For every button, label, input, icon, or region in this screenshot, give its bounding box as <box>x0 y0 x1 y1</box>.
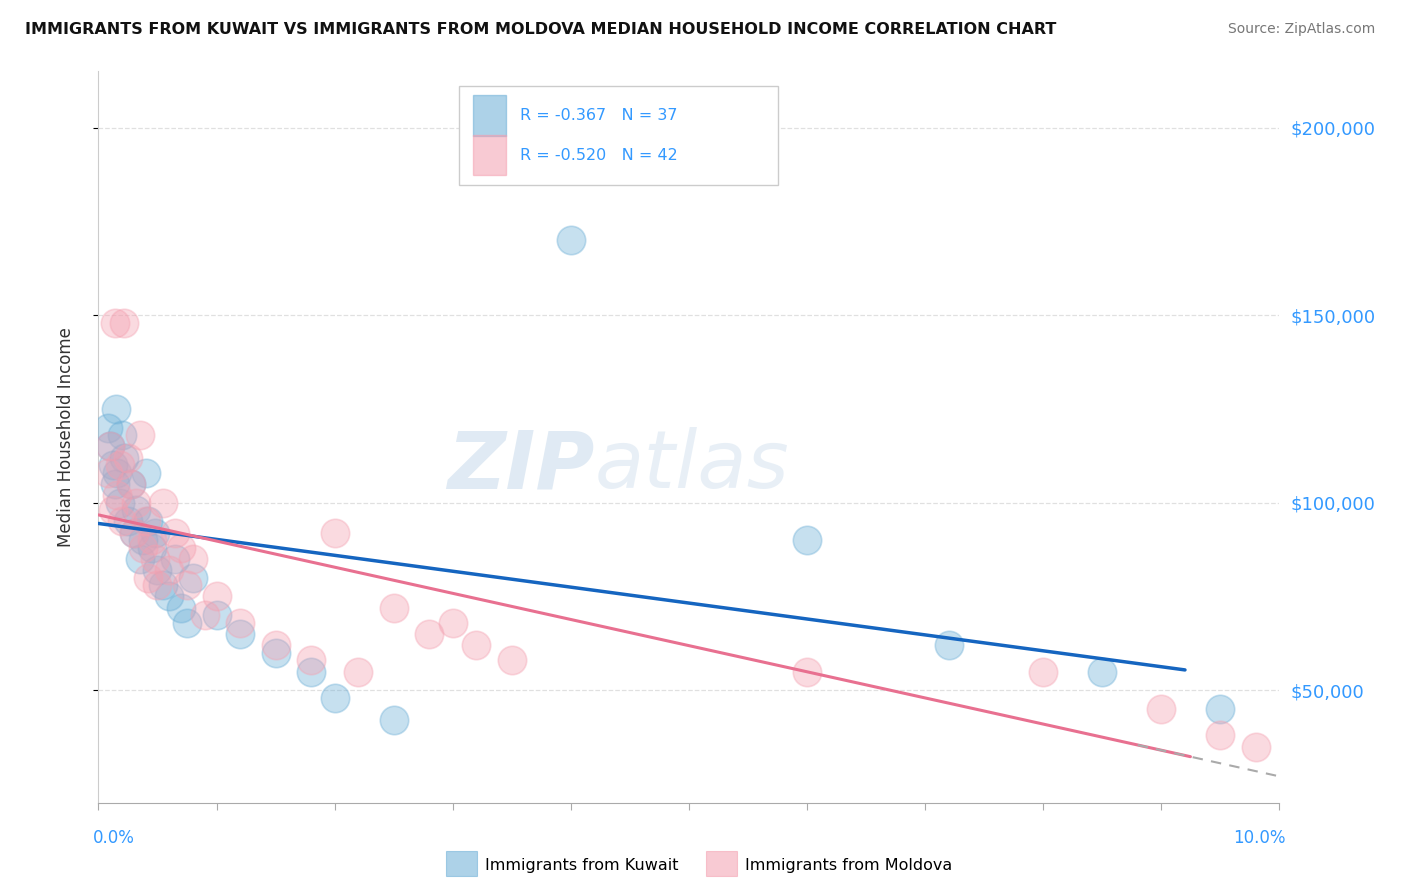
Point <box>121 477 143 491</box>
Point <box>132 533 155 548</box>
Point <box>105 401 128 416</box>
Point <box>165 525 187 540</box>
Point <box>152 578 174 592</box>
Point <box>1244 739 1267 754</box>
Text: Immigrants from Kuwait: Immigrants from Kuwait <box>485 858 679 872</box>
Point <box>194 608 217 623</box>
Point <box>135 466 157 480</box>
Point <box>382 600 405 615</box>
Point <box>229 615 252 630</box>
Point <box>170 541 193 555</box>
Point <box>205 590 228 604</box>
Point <box>141 541 163 555</box>
Text: ZIP: ZIP <box>447 427 595 506</box>
Point <box>181 552 204 566</box>
Point <box>152 496 174 510</box>
Point <box>125 503 148 517</box>
Point <box>465 638 488 652</box>
Point <box>98 440 121 454</box>
Point <box>1150 702 1173 716</box>
Point <box>1032 665 1054 679</box>
Point <box>117 450 139 465</box>
Point <box>128 428 150 442</box>
Text: IMMIGRANTS FROM KUWAIT VS IMMIGRANTS FROM MOLDOVA MEDIAN HOUSEHOLD INCOME CORREL: IMMIGRANTS FROM KUWAIT VS IMMIGRANTS FRO… <box>25 22 1057 37</box>
Point <box>1209 702 1232 716</box>
Point <box>112 316 135 330</box>
Text: R = -0.520   N = 42: R = -0.520 N = 42 <box>520 147 678 162</box>
Point <box>121 477 143 491</box>
Point <box>108 458 131 473</box>
Point <box>101 503 124 517</box>
Point <box>128 552 150 566</box>
Point <box>796 665 818 679</box>
Point <box>135 515 157 529</box>
Point <box>117 515 139 529</box>
Point <box>323 690 346 705</box>
Point <box>1091 665 1114 679</box>
Point <box>176 615 198 630</box>
Point <box>181 571 204 585</box>
Point <box>205 608 228 623</box>
Text: 0.0%: 0.0% <box>93 829 135 847</box>
FancyBboxPatch shape <box>458 86 778 185</box>
Point <box>176 578 198 592</box>
Point <box>170 600 193 615</box>
Point <box>98 440 121 454</box>
Point <box>97 420 120 434</box>
Text: Source: ZipAtlas.com: Source: ZipAtlas.com <box>1227 22 1375 37</box>
Point <box>323 525 346 540</box>
Point <box>141 533 163 548</box>
Point <box>382 713 405 727</box>
Point <box>165 552 187 566</box>
Text: atlas: atlas <box>595 427 789 506</box>
Point <box>1209 728 1232 742</box>
Point <box>146 578 169 592</box>
Point <box>264 638 287 652</box>
Point <box>132 541 155 555</box>
Point <box>122 525 145 540</box>
Point <box>418 627 440 641</box>
Point <box>105 466 128 480</box>
Point <box>441 615 464 630</box>
Point <box>299 665 322 679</box>
Y-axis label: Median Household Income: Median Household Income <box>56 327 75 547</box>
Point <box>112 450 135 465</box>
Point <box>122 525 145 540</box>
Point <box>136 515 159 529</box>
Point <box>143 552 166 566</box>
Point <box>136 571 159 585</box>
Text: 10.0%: 10.0% <box>1233 829 1285 847</box>
Point <box>501 653 523 667</box>
Point <box>104 477 127 491</box>
Point <box>101 458 124 473</box>
Text: Immigrants from Moldova: Immigrants from Moldova <box>745 858 952 872</box>
Point <box>104 316 127 330</box>
Point <box>347 665 370 679</box>
Point <box>299 653 322 667</box>
Point <box>105 488 128 502</box>
Point <box>157 563 180 577</box>
Point <box>111 428 134 442</box>
Point <box>143 525 166 540</box>
Point <box>111 515 134 529</box>
Point <box>97 466 120 480</box>
Point <box>125 496 148 510</box>
Point <box>796 533 818 548</box>
Bar <box>472 135 506 175</box>
Point <box>560 233 582 247</box>
Point <box>108 496 131 510</box>
Point <box>938 638 960 652</box>
Point <box>157 590 180 604</box>
Point <box>229 627 252 641</box>
Text: R = -0.367   N = 37: R = -0.367 N = 37 <box>520 108 678 123</box>
Point <box>264 646 287 660</box>
Point <box>146 563 169 577</box>
Bar <box>472 95 506 136</box>
